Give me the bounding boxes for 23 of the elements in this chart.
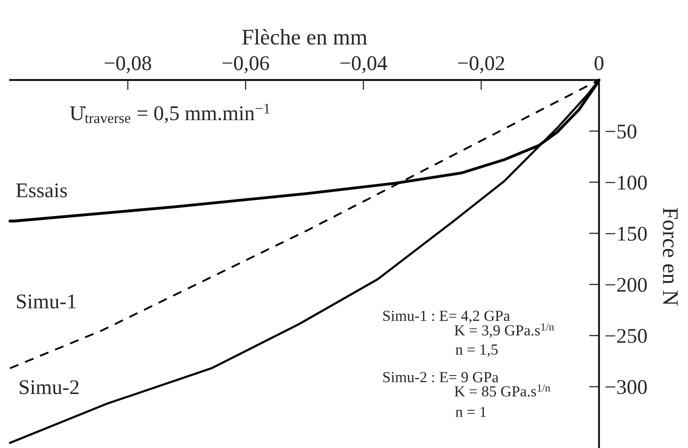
x-axis-title: Flèche en mm (242, 28, 368, 45)
series-label: Essais (16, 183, 67, 198)
x-tick-label: −0,02 (458, 56, 504, 74)
annotation: Simu-1 : E= 4,2 GPa (383, 310, 510, 324)
y-tick-label: −150 (606, 226, 647, 241)
annotation: n = 1 (456, 406, 486, 417)
series-label: Simu-2 (20, 380, 79, 394)
annotation: K = 3,9 GPa.s$^{1/n}$ (454, 323, 554, 338)
series-label: Simu-1 (16, 294, 76, 308)
annotation: n = 1,5 (456, 344, 498, 357)
y-tick-label: −250 (606, 328, 647, 343)
x-tick-label: −0,04 (340, 56, 388, 74)
x-tick-label: 0 (594, 56, 604, 70)
annotation: Simu-2 : E= 9 GPa (383, 372, 498, 382)
y-tick-label: −200 (606, 278, 647, 292)
x-tick-label: −0,06 (222, 56, 270, 74)
y-tick-label: −300 (606, 380, 647, 394)
y-tick-label: −50 (606, 124, 636, 139)
x-tick-label: −0,08 (104, 56, 152, 74)
annotation: K = 85 GPa.s$^{1/n}$ (454, 384, 550, 397)
annotation: U̇$_{traverse}$ = 0,5 mm.min$^{−1}$ (70, 104, 270, 124)
y-tick-label: −100 (606, 176, 647, 190)
y-axis-title: Force en N (662, 208, 678, 306)
